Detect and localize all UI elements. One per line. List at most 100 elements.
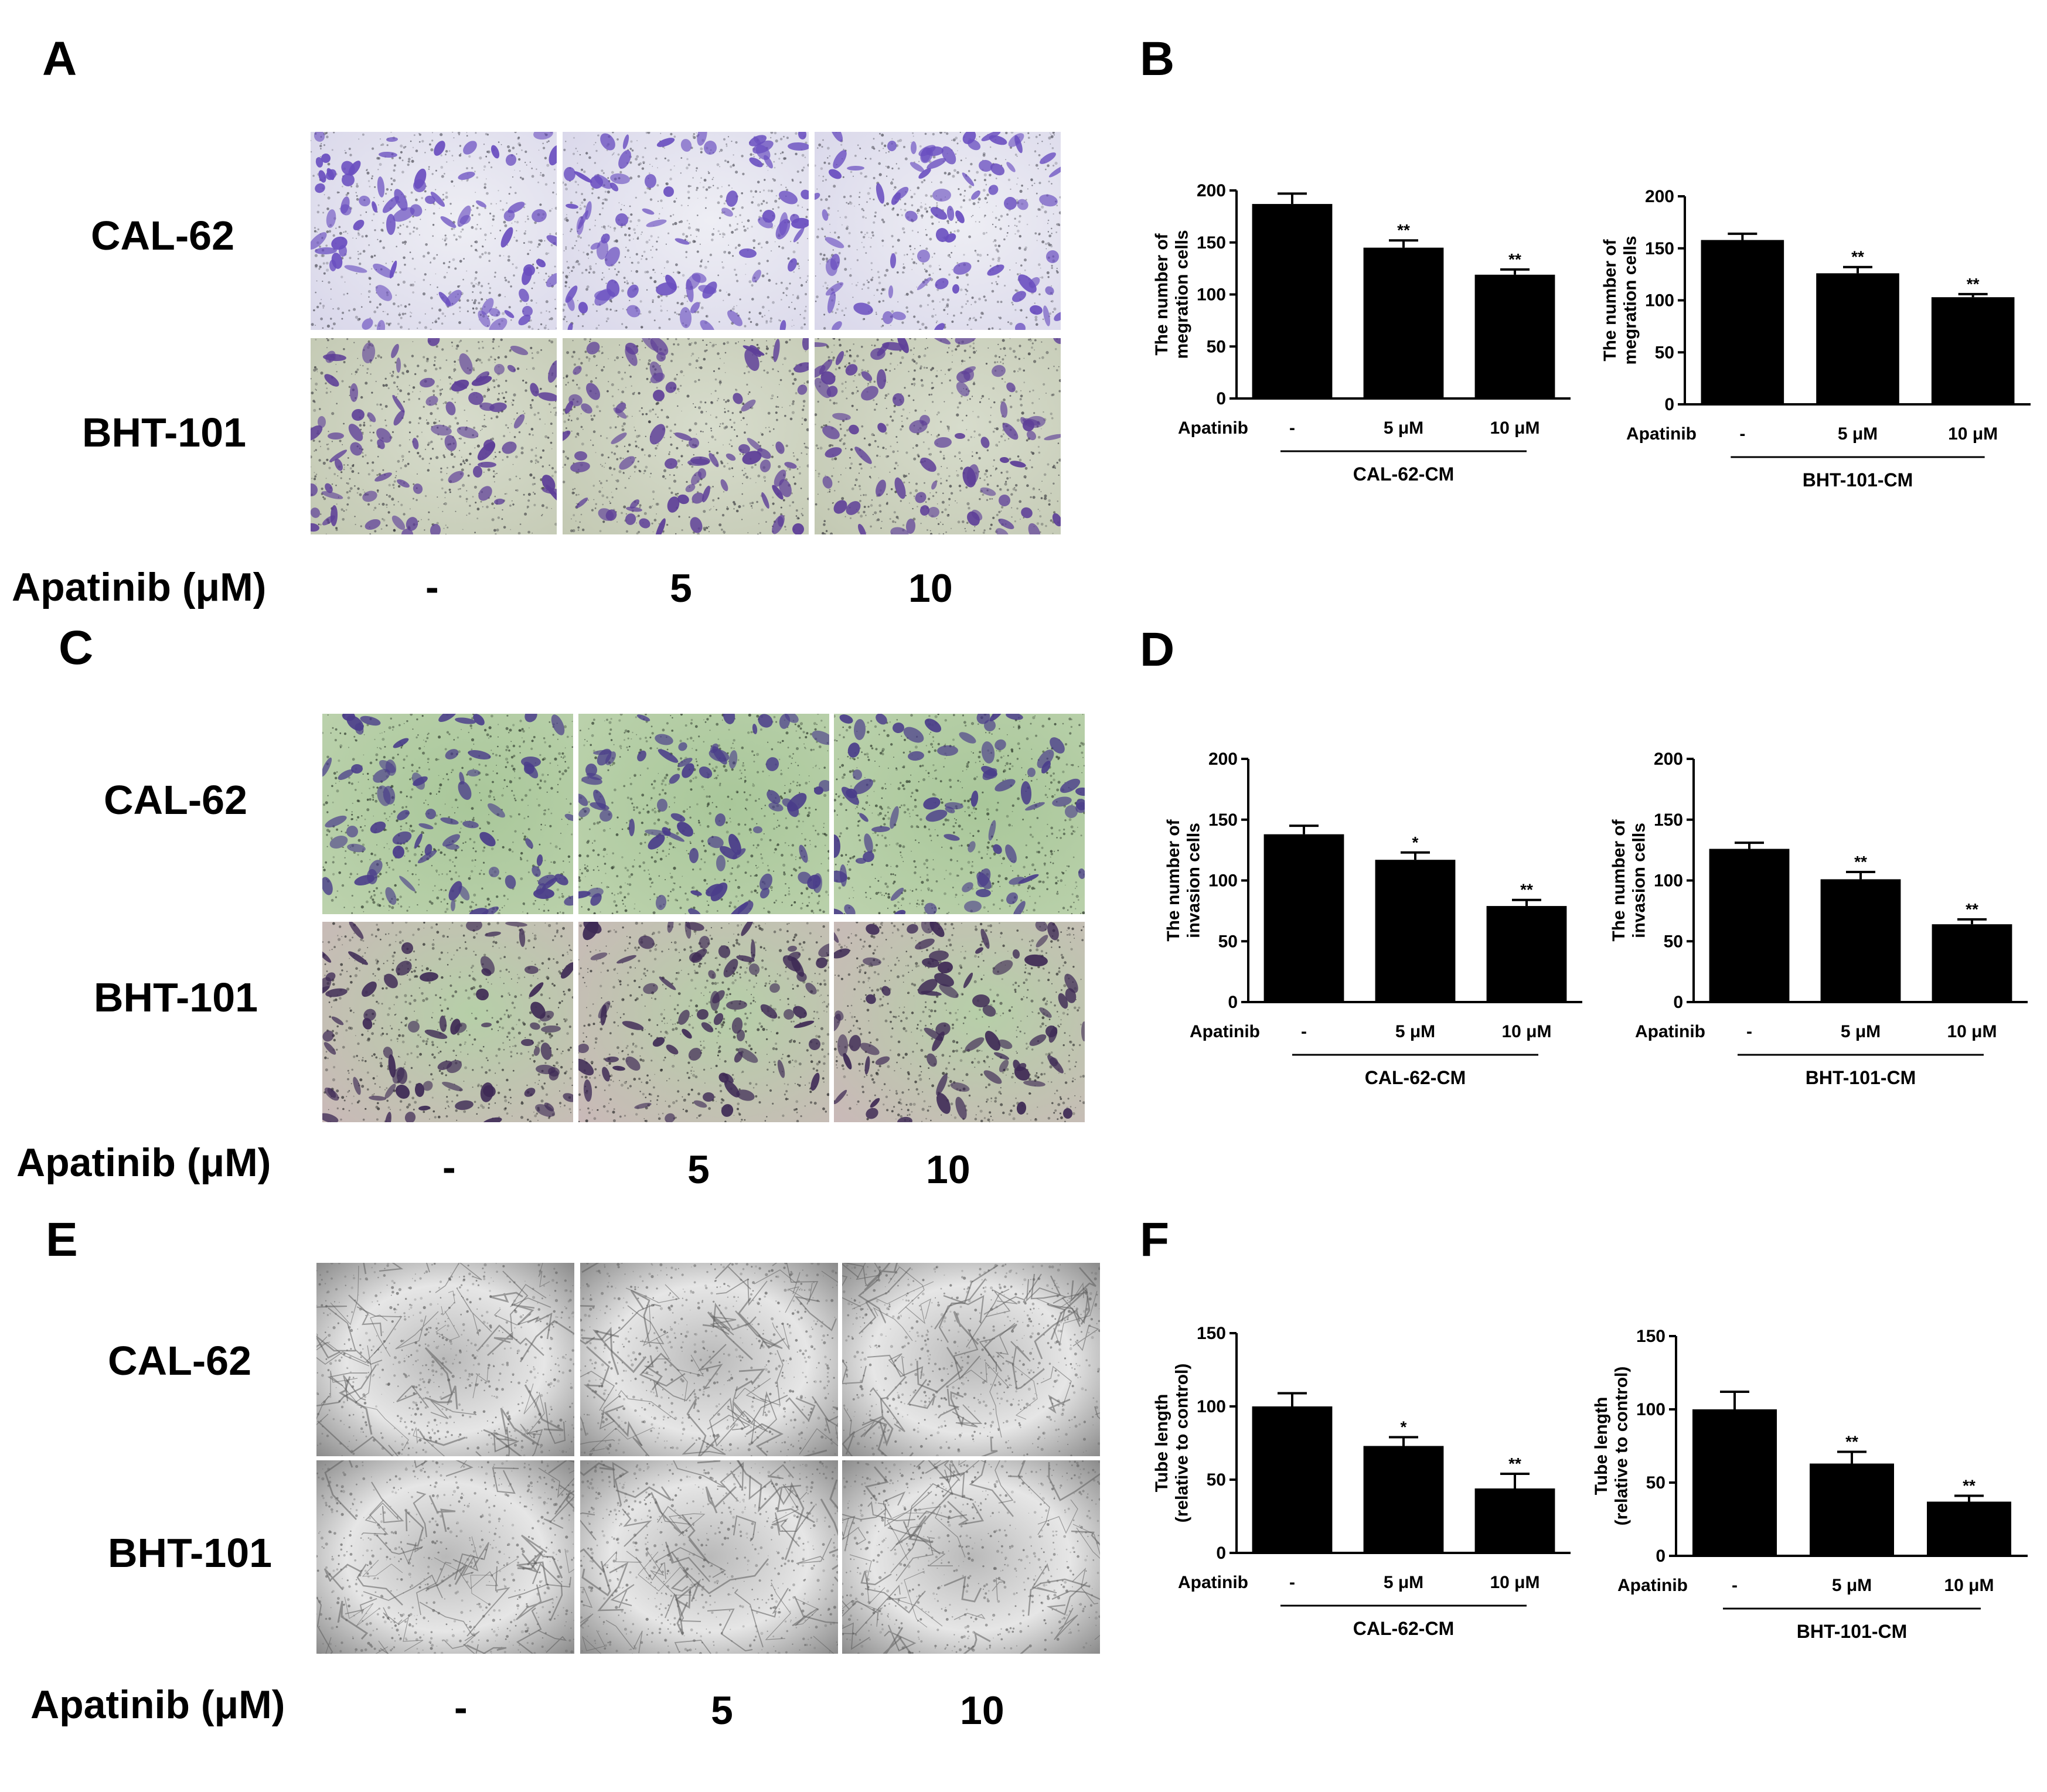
treatment-label: Apatinib (μM) bbox=[30, 1682, 285, 1727]
bar bbox=[1701, 240, 1784, 404]
bar bbox=[1375, 860, 1456, 1002]
bar bbox=[1931, 297, 2015, 404]
y-tick-label: 50 bbox=[1664, 932, 1683, 951]
y-tick-label: 50 bbox=[1207, 1470, 1226, 1490]
significance-mark: ** bbox=[1854, 853, 1867, 871]
dose-label-control: - bbox=[454, 1685, 468, 1730]
x-tick-label: 10 μM bbox=[1490, 1573, 1539, 1592]
x-tick-label: 5 μM bbox=[1838, 424, 1878, 444]
y-tick-label: 100 bbox=[1197, 1397, 1226, 1416]
micrograph-c-bht101 bbox=[578, 922, 829, 1122]
y-axis-label: Tube length(relative to control) bbox=[1592, 1367, 1632, 1526]
significance-mark: ** bbox=[1851, 248, 1864, 266]
dose-label-5: 5 bbox=[711, 1688, 733, 1733]
x-tick-label: 10 μM bbox=[1948, 424, 1998, 444]
dose-label-control: - bbox=[442, 1145, 456, 1190]
chart-svg: The number ofinvasion cells 0 50 100 150 200 -… bbox=[1164, 749, 1582, 1088]
bar-chart-tube-bht101: Tube length(relative to control) 0 50 100 15… bbox=[1576, 1321, 2039, 1661]
y-tick-label: 150 bbox=[1645, 239, 1674, 258]
significance-mark: * bbox=[1412, 833, 1419, 851]
bar bbox=[1486, 906, 1567, 1002]
treatment-label: Apatinib (μM) bbox=[16, 1140, 271, 1185]
x-tick-label: 5 μM bbox=[1395, 1022, 1435, 1041]
x-tick-label: - bbox=[1746, 1022, 1752, 1041]
group-label: CAL-62-CM bbox=[1353, 1618, 1454, 1639]
bar bbox=[1363, 1446, 1444, 1553]
x-tick-label: 10 μM bbox=[1947, 1022, 1997, 1041]
micrograph-c-bht101 bbox=[834, 922, 1085, 1122]
treatment-label: Apatinib (μM) bbox=[12, 565, 267, 609]
x-tick-label: 10 μM bbox=[1944, 1576, 1994, 1595]
treatment-row-label: Apatinib bbox=[1626, 424, 1697, 444]
significance-mark: ** bbox=[1845, 1433, 1858, 1451]
x-tick-label: - bbox=[1732, 1576, 1738, 1595]
y-tick-label: 200 bbox=[1197, 181, 1226, 200]
group-label: BHT-101-CM bbox=[1803, 469, 1913, 490]
treatment-row-label: Apatinib bbox=[1190, 1022, 1260, 1041]
micrograph-a-cal62 bbox=[563, 132, 809, 330]
bar bbox=[1816, 273, 1899, 404]
y-tick-label: 100 bbox=[1197, 285, 1226, 305]
panel-label-d: D bbox=[1140, 623, 1175, 676]
x-tick-label: 5 μM bbox=[1384, 418, 1423, 438]
chart-svg: The number ofmegration cells 0 50 100 150 200… bbox=[1152, 181, 1571, 485]
x-tick-label: - bbox=[1739, 424, 1745, 444]
y-tick-label: 100 bbox=[1654, 871, 1683, 891]
y-tick-label: 150 bbox=[1654, 810, 1683, 830]
significance-mark: ** bbox=[1966, 900, 1978, 918]
treatment-row-label: Apatinib bbox=[1178, 418, 1248, 438]
x-tick-label: - bbox=[1289, 1573, 1295, 1592]
group-label: CAL-62-CM bbox=[1365, 1067, 1466, 1088]
chart-svg: Tube length(relative to control) 0 50 100 15… bbox=[1592, 1327, 2028, 1642]
y-tick-label: 50 bbox=[1218, 932, 1238, 951]
x-tick-label: 5 μM bbox=[1384, 1573, 1423, 1592]
micrograph-e-bht101 bbox=[316, 1460, 574, 1654]
micrograph-e-bht101 bbox=[580, 1460, 838, 1654]
row-label-cal62: CAL-62 bbox=[91, 213, 235, 258]
micrograph-e-cal62 bbox=[316, 1263, 574, 1456]
treatment-row-label: Apatinib bbox=[1635, 1022, 1705, 1041]
dose-label-10: 10 bbox=[960, 1688, 1004, 1733]
dose-label-5: 5 bbox=[670, 566, 692, 611]
y-tick-label: 150 bbox=[1197, 1324, 1226, 1343]
micrograph-a-bht101 bbox=[815, 338, 1061, 534]
group-label: BHT-101-CM bbox=[1806, 1067, 1916, 1088]
y-tick-label: 50 bbox=[1207, 337, 1226, 356]
micrograph-c-cal62 bbox=[322, 714, 573, 914]
y-tick-label: 0 bbox=[1664, 395, 1674, 414]
treatment-row-label: Apatinib bbox=[1617, 1576, 1688, 1595]
bar-chart-tube-cal62: Tube length(relative to control) 0 50 100 15… bbox=[1137, 1319, 1582, 1658]
y-tick-label: 200 bbox=[1208, 749, 1238, 769]
bar bbox=[1263, 834, 1344, 1002]
x-tick-label: 10 μM bbox=[1490, 418, 1539, 438]
y-tick-label: 150 bbox=[1208, 810, 1238, 830]
x-tick-label: 10 μM bbox=[1501, 1022, 1551, 1041]
group-label: CAL-62-CM bbox=[1353, 464, 1454, 485]
y-axis-label: The number ofinvasion cells bbox=[1609, 819, 1649, 941]
micrograph-e-cal62 bbox=[580, 1263, 838, 1456]
y-tick-label: 0 bbox=[1656, 1546, 1665, 1566]
micrograph-c-bht101 bbox=[322, 922, 573, 1122]
y-tick-label: 100 bbox=[1208, 871, 1238, 891]
y-tick-label: 150 bbox=[1197, 233, 1226, 253]
x-tick-label: 5 μM bbox=[1832, 1576, 1872, 1595]
row-label-bht101: BHT-101 bbox=[108, 1530, 273, 1576]
bar bbox=[1474, 274, 1555, 398]
micrograph-a-bht101 bbox=[311, 338, 557, 534]
y-axis-label: The number ofmegration cells bbox=[1152, 230, 1192, 359]
micrograph-a-cal62 bbox=[311, 132, 557, 330]
y-tick-label: 0 bbox=[1673, 993, 1683, 1012]
y-tick-label: 50 bbox=[1655, 343, 1674, 362]
bar bbox=[1810, 1463, 1894, 1556]
bar-chart-invasion-bht101: The number ofinvasion cells 0 50 100 150 200 -… bbox=[1594, 744, 2039, 1108]
dose-label-10: 10 bbox=[926, 1147, 970, 1192]
y-tick-label: 200 bbox=[1645, 187, 1674, 206]
bar bbox=[1709, 849, 1790, 1002]
y-tick-label: 200 bbox=[1654, 749, 1683, 769]
bar-chart-invasion-cal62: The number ofinvasion cells 0 50 100 150 200 -… bbox=[1149, 744, 1594, 1108]
bar bbox=[1252, 204, 1333, 398]
bar bbox=[1474, 1488, 1555, 1553]
micrograph-e-cal62 bbox=[842, 1263, 1100, 1456]
chart-svg: The number ofinvasion cells 0 50 100 150 200 -… bbox=[1609, 749, 2028, 1088]
row-label-cal62: CAL-62 bbox=[108, 1338, 252, 1384]
